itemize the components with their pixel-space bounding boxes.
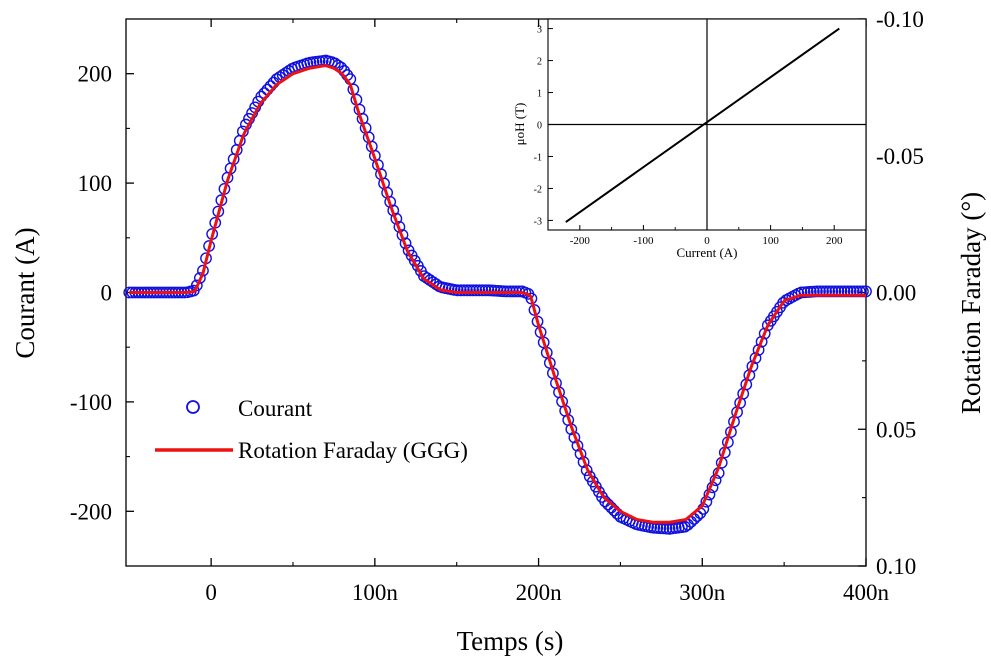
inset-y-tick-label: 1 (537, 89, 542, 100)
legend-marker-courant (186, 400, 200, 414)
main-y-ticks: 200 100 0 -100 -200 (70, 62, 134, 524)
x-axis-label: Temps (s) (457, 626, 564, 656)
courant-marker (758, 327, 771, 340)
inset-series (565, 27, 840, 223)
main-x-ticks: 0 100n 200n 300n 400n (205, 19, 890, 605)
inset-y-axis-label: μoH (T) (512, 103, 527, 146)
inset-x-axis-label: Current (A) (676, 245, 737, 260)
inset-y-ticks: 3 2 1 0 -1 -2 -3 (534, 25, 553, 227)
faraday-line (129, 64, 866, 524)
legend-label-faraday: Rotation Faraday (GGG) (238, 438, 468, 463)
main-y2-ticks: -0.10 -0.05 0.00 0.05 0.10 (858, 7, 924, 579)
inset-y-tick-label: 0 (537, 121, 542, 132)
inset-x-tick-label: 200 (826, 235, 843, 247)
y-tick-label: 0 (101, 281, 113, 306)
x-tick-label: 400n (843, 580, 890, 605)
courant-marker (470, 284, 483, 297)
courant-marker (777, 296, 790, 309)
y2-tick-label: 0.00 (876, 281, 916, 306)
inset-x-tick-label: 100 (762, 235, 779, 247)
inset-y-tick-label: 2 (537, 57, 542, 68)
x-tick-label: 200n (516, 580, 563, 605)
y2-tick-label: -0.10 (876, 7, 924, 32)
courant-marker (476, 284, 489, 297)
courant-marker (454, 284, 467, 297)
inset-x-tick-label: -100 (633, 235, 654, 247)
inset-y-tick-label: -3 (534, 216, 542, 227)
x-tick-label: 100n (352, 580, 399, 605)
courant-marker (461, 284, 473, 297)
inset-data-line (565, 27, 840, 223)
x-tick-label: 0 (205, 580, 217, 605)
legend-label-courant: Courant (238, 396, 313, 421)
y-tick-label: 100 (78, 171, 113, 196)
inset-x-tick-label: 0 (704, 235, 710, 247)
inset-y-tick-label: 3 (537, 25, 542, 36)
courant-marker (418, 270, 430, 282)
inset-x-ticks: -200 -100 0 100 200 (547, 225, 867, 247)
y-axis-label: Courant (A) (10, 227, 40, 358)
legend: Courant Rotation Faraday (GGG) (155, 396, 468, 463)
courant-marker (482, 284, 495, 297)
courant-marker (755, 335, 768, 348)
inset-y-tick-label: -2 (534, 184, 542, 195)
y2-tick-label: 0.10 (876, 554, 916, 579)
inset-zero-lines (548, 19, 866, 230)
y2-tick-label: 0.05 (876, 417, 916, 442)
courant-marker (457, 284, 470, 297)
faraday-series (129, 64, 866, 524)
courant-series (123, 54, 872, 535)
courant-marker (467, 284, 479, 297)
inset-x-tick-label: -200 (570, 235, 591, 247)
y-tick-label: -200 (70, 499, 112, 524)
y2-axis-label: Rotation Faraday (°) (956, 192, 986, 414)
courant-marker (464, 284, 476, 297)
y-tick-label: 200 (78, 62, 113, 87)
courant-marker (479, 284, 492, 297)
courant-marker (190, 279, 203, 292)
x-tick-label: 300n (679, 580, 726, 605)
courant-marker (473, 284, 486, 297)
inset-chart: -200 -100 0 100 200 3 2 1 0 -1 -2 -3 Current (A) μ… (512, 18, 867, 260)
y2-tick-label: -0.05 (876, 144, 924, 169)
y-tick-label: -100 (70, 390, 112, 415)
inset-y-tick-label: -1 (534, 152, 542, 163)
